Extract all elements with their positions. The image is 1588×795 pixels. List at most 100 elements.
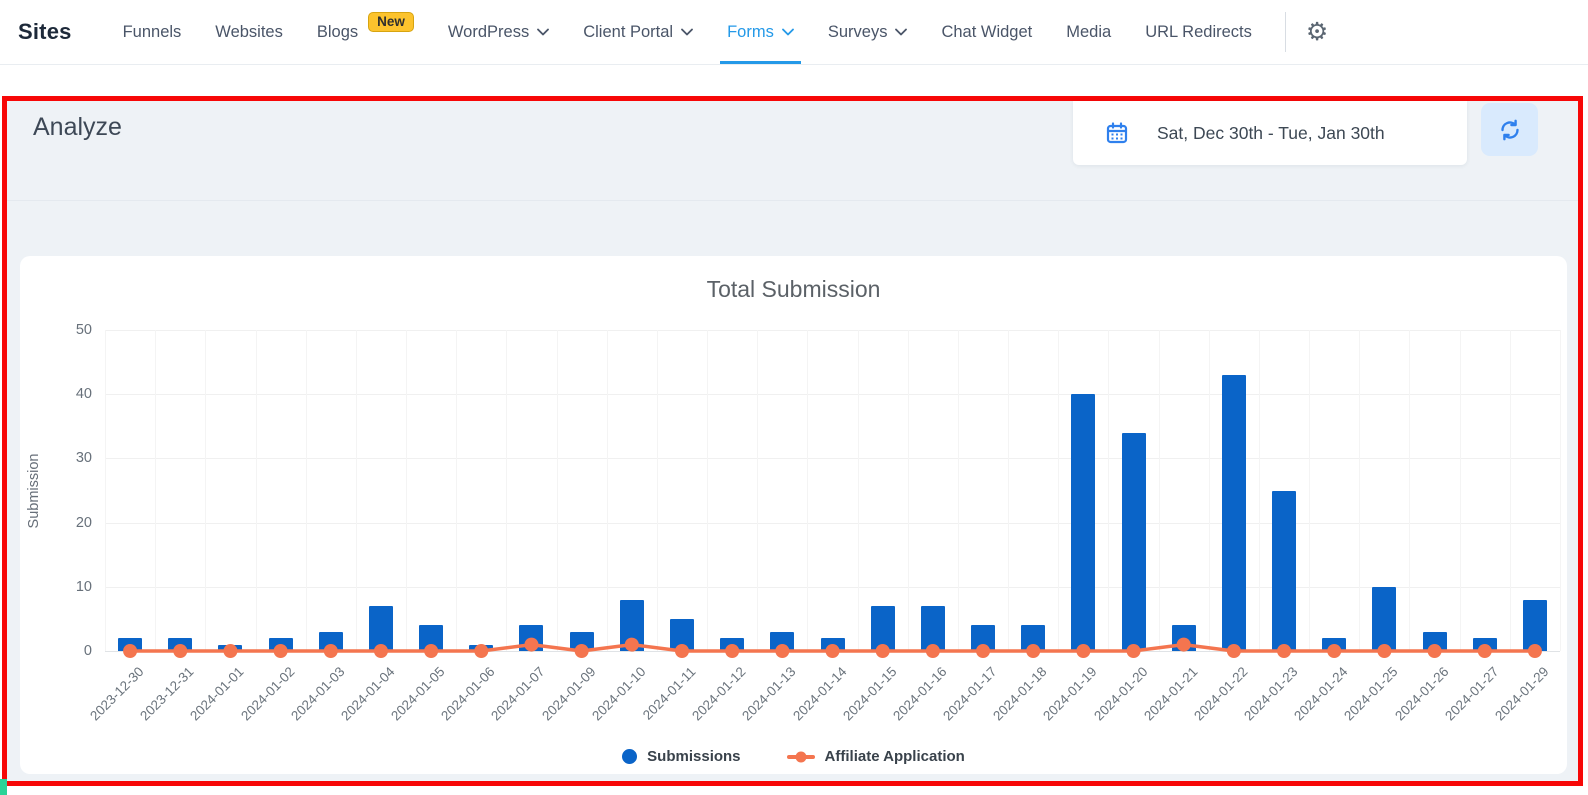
x-tick-2024-01-02: 2024-01-02 — [237, 664, 298, 724]
x-tick-2024-01-09: 2024-01-09 — [538, 664, 599, 724]
x-tick-2024-01-01: 2024-01-01 — [187, 664, 248, 724]
y-tick-50: 50 — [75, 322, 92, 338]
gridline-x — [105, 330, 106, 651]
x-tick-2024-01-29: 2024-01-29 — [1492, 664, 1552, 724]
nav-item-chat-widget[interactable]: Chat Widget — [941, 22, 1033, 41]
chevron-down-icon — [781, 28, 794, 36]
analyze-header: Analyze Sat, Dec 30th - Tue, Jan 30th — [7, 101, 1578, 201]
x-tick-2024-01-25: 2024-01-25 — [1341, 664, 1401, 724]
nav-item-wordpress[interactable]: WordPress — [431, 0, 566, 64]
screen-artifact — [0, 779, 7, 795]
gridline-x — [456, 330, 458, 651]
legend-item-affiliate-application[interactable]: Affiliate Application — [786, 748, 965, 765]
line-point-2024-01-24 — [1327, 644, 1342, 658]
nav-item-url-redirects[interactable]: URL Redirects — [1145, 22, 1252, 41]
y-tick-20: 20 — [75, 514, 92, 531]
gridline-x — [707, 330, 709, 651]
nav-item-surveys[interactable]: Surveys — [811, 0, 925, 64]
gridline-x — [857, 330, 859, 651]
line-point-2024-01-21 — [1176, 637, 1191, 652]
gridline-x — [406, 330, 408, 651]
bar-2024-01-23 — [1272, 490, 1297, 651]
chart-plot-area: 0 10 20 30 40 50 2023-12-30 2023-12-31 2024-01-0… — [76, 322, 1561, 723]
gridline-y-50 — [105, 330, 1560, 331]
gridline-x — [1509, 330, 1511, 651]
gridline-x — [506, 330, 508, 651]
nav-item-forms[interactable]: Forms — [710, 0, 811, 64]
bar-2024-01-09 — [569, 631, 594, 651]
x-tick-2024-01-04: 2024-01-04 — [338, 664, 398, 724]
nav-item-client-portal[interactable]: Client Portal — [566, 0, 710, 64]
line-point-2024-01-22 — [1226, 644, 1241, 658]
line-point-2024-01-05 — [424, 644, 439, 658]
refresh-button[interactable] — [1481, 103, 1538, 156]
line-point-2024-01-11 — [674, 644, 689, 658]
bar-2024-01-25 — [1372, 586, 1397, 651]
nav-item-blogs[interactable]: Blogs New — [300, 0, 431, 64]
bar-2024-01-20 — [1121, 432, 1146, 651]
gridline-y-10 — [105, 586, 1560, 588]
x-tick-2024-01-22: 2024-01-22 — [1191, 664, 1251, 724]
bar-2024-01-15 — [870, 606, 895, 651]
gridline-x — [957, 330, 959, 651]
gridline-x — [556, 330, 558, 651]
gridline-x — [155, 330, 157, 651]
chart-legend: Submissions Affiliate Application — [20, 748, 1567, 765]
bar-2024-01-16 — [920, 606, 945, 651]
gridline-x — [1258, 330, 1260, 651]
x-tick-2024-01-26: 2024-01-26 — [1391, 664, 1452, 724]
gear-icon[interactable]: ⚙ — [1305, 17, 1329, 46]
gridline-y-30 — [105, 458, 1560, 460]
line-point-2024-01-18 — [1026, 644, 1041, 658]
annotation-red-frame: Analyze Sat, Dec 30th - Tue, Jan 30th — [2, 96, 1583, 786]
top-navigation: Sites Funnels Websites Blogs New WordPre… — [0, 0, 1588, 65]
gridline-x — [1108, 330, 1110, 651]
gridline-x — [1459, 330, 1461, 651]
refresh-icon — [1500, 119, 1519, 140]
line-point-2024-01-23 — [1277, 644, 1292, 658]
gridline-x — [606, 330, 608, 651]
gridline-x — [1309, 330, 1311, 651]
nav-item-websites[interactable]: Websites — [215, 22, 283, 41]
line-point-2024-01-14 — [825, 644, 840, 658]
line-point-2024-01-20 — [1126, 644, 1141, 658]
gridline-x — [255, 330, 257, 651]
x-tick-2024-01-07: 2024-01-07 — [488, 664, 549, 724]
line-point-2024-01-27 — [1477, 644, 1492, 658]
gridline-x — [907, 330, 909, 651]
line-point-2024-01-04 — [373, 644, 388, 658]
gridline-x — [1158, 330, 1160, 651]
nav-item-media[interactable]: Media — [1066, 22, 1112, 41]
affiliate-line-series — [123, 637, 1542, 658]
x-tick-2023-12-30: 2023-12-30 — [87, 664, 147, 724]
y-tick-40: 40 — [75, 386, 92, 403]
line-point-2024-01-15 — [875, 644, 890, 658]
gridline-x — [1409, 330, 1411, 651]
x-tick-2024-01-12: 2024-01-12 — [689, 664, 749, 724]
line-point-2024-01-19 — [1076, 644, 1091, 658]
y-axis-label: Submission — [26, 453, 42, 529]
date-range-picker[interactable]: Sat, Dec 30th - Tue, Jan 30th — [1073, 101, 1467, 165]
gridline-x — [305, 330, 307, 651]
gridline-x — [807, 330, 809, 651]
chevron-down-icon — [895, 28, 908, 36]
legend-label: Affiliate Application — [824, 748, 965, 765]
bar-2024-01-03 — [318, 631, 343, 651]
line-point-2024-01-09 — [574, 644, 589, 658]
gridline-y-20 — [105, 522, 1560, 524]
bar-2024-01-26 — [1422, 631, 1447, 651]
gridline-x — [1359, 330, 1361, 651]
line-point-2024-01-13 — [775, 644, 790, 658]
nav-divider — [1284, 12, 1286, 52]
nav-item-funnels[interactable]: Funnels — [122, 22, 182, 41]
line-point-2024-01-02 — [273, 644, 288, 658]
page-title: Sites — [18, 19, 72, 44]
x-tick-2024-01-17: 2024-01-17 — [940, 664, 1000, 724]
gridline-x — [1008, 330, 1010, 651]
gridline-x — [757, 330, 759, 651]
legend-item-submissions[interactable]: Submissions — [622, 748, 741, 765]
calendar-icon — [1106, 122, 1128, 144]
line-point-2023-12-31 — [173, 644, 188, 658]
x-tick-2024-01-14: 2024-01-14 — [789, 664, 850, 724]
gridline-x — [656, 330, 658, 651]
